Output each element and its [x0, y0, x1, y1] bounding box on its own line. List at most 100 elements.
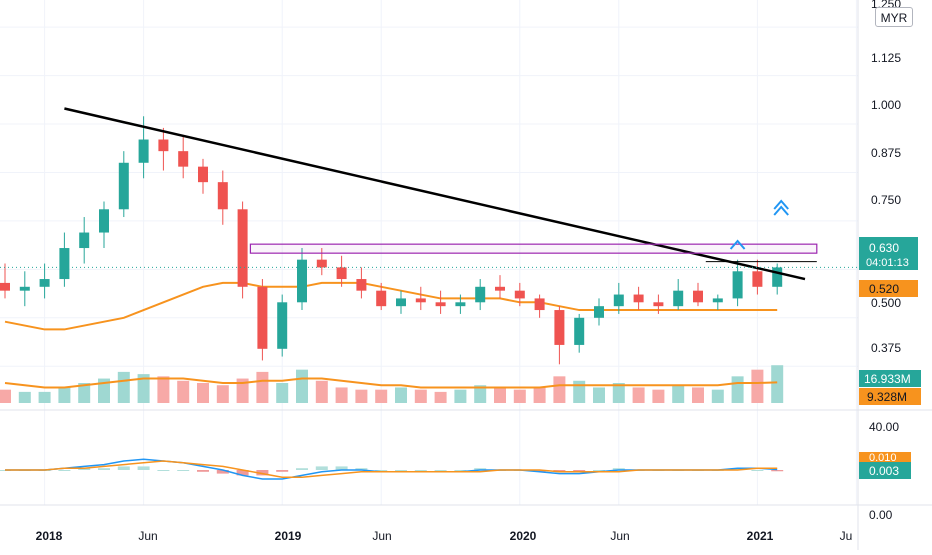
candle-body	[396, 298, 406, 307]
candle-body	[554, 310, 565, 345]
signal-badge	[859, 452, 911, 462]
price-tick-label: 1.125	[871, 51, 901, 65]
macd-histogram-bar	[216, 470, 229, 474]
trendline	[64, 107, 806, 281]
last-price-label: 0.630	[869, 241, 899, 255]
volume-bar	[58, 387, 71, 403]
time-tick-label: Jun	[372, 529, 391, 543]
candle-body	[376, 290, 387, 307]
volume-bar	[533, 387, 546, 403]
volume-bar	[553, 376, 566, 403]
last-price-badge	[859, 237, 918, 270]
time-tick-label: Jun	[138, 529, 157, 543]
arrow-up-icon	[729, 239, 746, 250]
volume-badge	[859, 370, 921, 387]
volume-bar	[672, 385, 685, 403]
price-tick-label: 0.875	[871, 146, 901, 160]
countdown-label: 04:01:13	[866, 257, 909, 269]
volume-bar	[197, 383, 209, 403]
macd-histogram-bar	[395, 470, 407, 471]
time-tick-label: 2021	[747, 529, 774, 543]
candle-body	[673, 290, 684, 307]
signal-value-label: 0.010	[869, 452, 897, 464]
macd-histogram-bar	[117, 466, 130, 470]
macd-histogram-bar	[177, 470, 190, 471]
volume-bar	[276, 383, 289, 403]
macd-histogram-bar	[533, 470, 546, 472]
candle-body	[316, 259, 327, 268]
macd-histogram-bar	[434, 470, 447, 471]
moving-average-line	[4, 281, 778, 331]
candle-body	[99, 209, 109, 233]
volume-bar	[474, 385, 487, 403]
candle-body	[574, 317, 585, 345]
macd-histogram-bar	[454, 470, 467, 471]
candle-body	[277, 302, 288, 349]
candle-body	[594, 306, 604, 318]
candle-body	[19, 286, 30, 291]
volume-bar	[395, 387, 407, 403]
volume-ma-line	[4, 377, 778, 389]
time-tick-label: Jun	[610, 529, 629, 543]
macd-histogram-bar	[414, 470, 427, 471]
resistance-box	[249, 243, 818, 254]
volume-pane	[0, 365, 784, 403]
volume-bar	[612, 383, 625, 403]
currency-badge[interactable]: MYR	[875, 7, 913, 27]
volume-bar	[38, 391, 51, 403]
grid-lines	[0, 0, 858, 505]
volume-bar	[731, 376, 744, 403]
macd-tick-label: 0.00	[869, 508, 893, 522]
macd-histogram-bar	[256, 470, 269, 476]
macd-histogram-bar	[593, 470, 605, 471]
macd-histogram-bar	[98, 468, 110, 470]
volume-bar	[335, 387, 348, 403]
candle-body	[79, 232, 90, 249]
macd-histogram-bar	[771, 470, 784, 472]
macd-tick-label: 40.00	[869, 420, 899, 434]
volume-bar	[375, 389, 388, 403]
volume-bar	[513, 389, 526, 403]
candle-body	[158, 139, 169, 152]
volume-bar	[236, 378, 249, 403]
candle-body	[415, 298, 426, 303]
candle-body	[653, 302, 664, 307]
candle-body	[297, 259, 307, 303]
candle-body	[772, 267, 783, 287]
candle-body	[217, 182, 228, 210]
macd-histogram-bar	[315, 466, 328, 470]
volume-bar	[296, 369, 308, 403]
candle-body	[118, 162, 129, 210]
macd-histogram-bar	[553, 470, 566, 472]
candle-body	[475, 286, 486, 303]
candle-body	[39, 279, 50, 287]
volume-bar	[256, 371, 269, 403]
candle-body	[633, 294, 644, 303]
volume-bar	[414, 389, 427, 403]
time-tick-label: Ju	[840, 529, 853, 543]
macd-histogram-bar	[612, 468, 625, 470]
macd-histogram-bar	[58, 470, 71, 471]
macd-value-label: 0.003	[869, 464, 899, 478]
candle-body	[712, 298, 723, 303]
macd-histogram-bar	[78, 468, 91, 470]
volume-bar	[751, 369, 764, 403]
candle-body	[693, 290, 703, 303]
candle-body	[198, 166, 208, 183]
volume-bar	[78, 383, 91, 403]
arrow-up-icon	[773, 205, 789, 216]
volume-bar	[315, 380, 328, 403]
volume-bar	[573, 380, 586, 403]
volume-bar	[454, 389, 467, 403]
price-tick-label: 1.250	[871, 0, 901, 11]
candle-body	[435, 302, 446, 307]
candle-body	[514, 290, 525, 299]
time-tick-label: 2019	[275, 529, 302, 543]
volume-ma-value-label: 9.328M	[867, 390, 907, 404]
macd-histogram-bar	[355, 468, 368, 470]
candle-body	[752, 271, 763, 287]
volume-bar	[711, 389, 724, 403]
signal-line	[5, 460, 778, 478]
